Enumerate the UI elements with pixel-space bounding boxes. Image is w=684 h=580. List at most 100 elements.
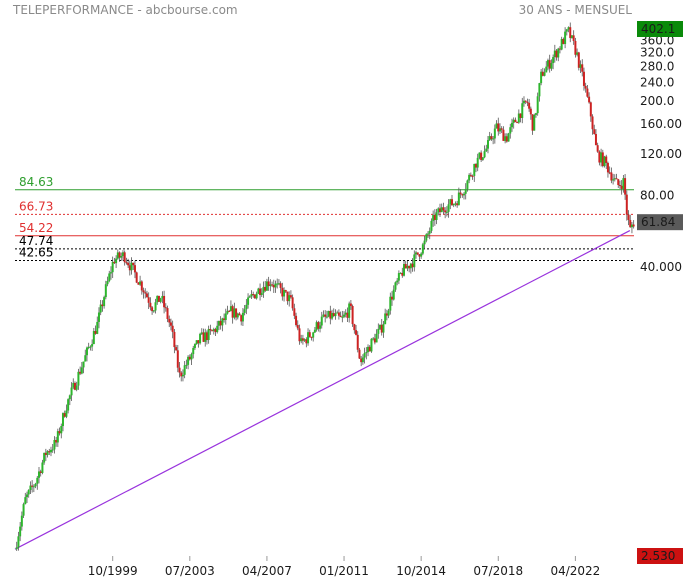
candle-body bbox=[245, 304, 248, 310]
candle-body bbox=[113, 261, 116, 264]
candle-body bbox=[80, 367, 83, 374]
candle-body bbox=[546, 60, 549, 67]
candle-body bbox=[538, 83, 541, 97]
candle-body bbox=[178, 367, 181, 373]
candle-body bbox=[118, 252, 121, 258]
candle-body bbox=[490, 136, 493, 140]
candle-body bbox=[509, 127, 512, 134]
candle-body bbox=[92, 331, 95, 345]
candle-body bbox=[589, 102, 592, 117]
candle-body bbox=[536, 96, 539, 114]
candle-body bbox=[250, 294, 253, 297]
candle-body bbox=[553, 50, 556, 58]
y-tick-label: 40.000 bbox=[640, 260, 682, 274]
candle-body bbox=[157, 295, 160, 302]
candle-body bbox=[370, 338, 373, 352]
candle-body bbox=[277, 283, 280, 285]
candle-body bbox=[373, 338, 376, 343]
candle-body bbox=[593, 129, 596, 135]
candle-body bbox=[569, 27, 572, 38]
candle-body bbox=[620, 185, 623, 189]
candle-body bbox=[629, 219, 632, 228]
candle-body bbox=[267, 281, 270, 287]
candle-body bbox=[519, 113, 522, 118]
candle-body bbox=[522, 100, 525, 104]
candle-body bbox=[444, 210, 447, 213]
candle-body bbox=[235, 308, 238, 318]
candle-body bbox=[557, 48, 560, 58]
candle-body bbox=[212, 329, 215, 331]
candle-body bbox=[24, 497, 27, 505]
candle-body bbox=[534, 113, 537, 115]
candle-body bbox=[60, 426, 63, 434]
candle-body bbox=[308, 332, 311, 337]
candle-body bbox=[336, 312, 339, 314]
candle-body bbox=[187, 356, 190, 365]
candle-body bbox=[498, 128, 501, 132]
candle-body bbox=[601, 152, 604, 167]
candle-body bbox=[120, 255, 123, 258]
candle-body bbox=[358, 349, 361, 359]
candle-body bbox=[286, 291, 289, 302]
candle-body bbox=[296, 325, 299, 329]
candle-body bbox=[49, 449, 52, 453]
candle-body bbox=[291, 297, 294, 309]
candle-body bbox=[161, 295, 164, 299]
candle-body bbox=[305, 339, 308, 344]
y-tick-label: 280.0 bbox=[640, 59, 674, 73]
candle-body bbox=[200, 332, 203, 334]
candle-body bbox=[224, 313, 227, 321]
candle-body bbox=[582, 71, 585, 86]
candle-body bbox=[147, 297, 150, 303]
candle-body bbox=[101, 304, 104, 307]
candle-body bbox=[576, 52, 579, 55]
candle-body bbox=[478, 152, 481, 158]
x-tick-label: 10/1999 bbox=[88, 564, 138, 578]
candle-body bbox=[469, 174, 472, 176]
candle-body bbox=[372, 338, 375, 340]
candle-body bbox=[32, 486, 35, 488]
candle-body bbox=[27, 489, 30, 495]
candle-body bbox=[175, 347, 178, 351]
candle-body bbox=[180, 372, 183, 377]
candle-body bbox=[433, 214, 436, 220]
candle-body bbox=[319, 325, 322, 329]
candle-body bbox=[365, 352, 368, 354]
candle-body bbox=[96, 321, 99, 334]
candle-body bbox=[624, 178, 627, 195]
candle-body bbox=[109, 272, 112, 274]
candle-body bbox=[312, 332, 315, 338]
candle-body bbox=[219, 320, 222, 326]
candle-body bbox=[55, 439, 58, 443]
candle-body bbox=[406, 265, 409, 269]
candle-body bbox=[284, 290, 287, 292]
level-label: 84.63 bbox=[19, 175, 53, 189]
candle-body bbox=[44, 452, 47, 456]
candle-body bbox=[622, 178, 625, 189]
candle-body bbox=[567, 27, 570, 30]
candle-body bbox=[603, 156, 606, 167]
candle-body bbox=[82, 361, 85, 368]
candle-body bbox=[195, 340, 198, 345]
candle-body bbox=[272, 285, 275, 288]
candle-body bbox=[349, 303, 352, 307]
candle-body bbox=[137, 282, 140, 285]
candle-body bbox=[355, 330, 358, 335]
candle-body bbox=[510, 122, 513, 128]
candle-body bbox=[265, 281, 268, 291]
candle-body bbox=[493, 128, 496, 139]
candle-body bbox=[104, 284, 107, 298]
candle-body bbox=[125, 262, 128, 264]
candle-body bbox=[339, 315, 342, 317]
candle-body bbox=[151, 307, 154, 312]
candle-body bbox=[610, 172, 613, 181]
candle-body bbox=[524, 100, 527, 102]
candle-body bbox=[79, 371, 82, 374]
candle-body bbox=[600, 152, 603, 163]
candle-body bbox=[77, 371, 80, 386]
candle-body bbox=[476, 157, 479, 168]
candle-body bbox=[572, 35, 575, 41]
candle-body bbox=[301, 338, 304, 341]
candle-body bbox=[217, 320, 220, 326]
candle-body bbox=[341, 316, 344, 318]
